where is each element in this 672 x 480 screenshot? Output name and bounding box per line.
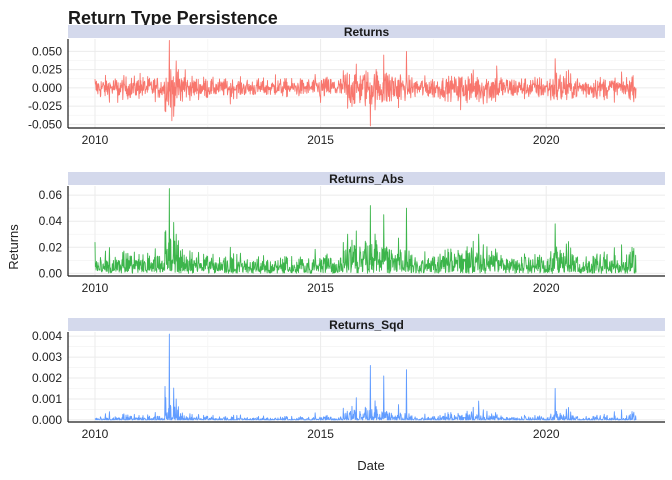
y-tick-label-1-3: 0.00 xyxy=(39,266,63,280)
y-tick-label-0-4: -0.050 xyxy=(28,117,62,131)
x-tick-label-2-0: 2010 xyxy=(82,427,109,441)
strip-label-2: Returns_Sqd xyxy=(329,318,404,332)
chart-title: Return Type Persistence xyxy=(68,8,278,28)
series-line-0 xyxy=(94,40,637,127)
strip-0 xyxy=(68,25,665,38)
y-tick-label-2-2: 0.002 xyxy=(32,371,62,385)
strip-label-1: Returns_Abs xyxy=(329,172,404,186)
x-tick-label-1-0: 2010 xyxy=(82,281,109,295)
y-tick-label-0-2: 0.000 xyxy=(32,81,62,95)
y-tick-label-1-1: 0.04 xyxy=(39,214,63,228)
x-tick-label-0-0: 2010 xyxy=(82,133,109,147)
x-tick-label-2-2: 2020 xyxy=(533,427,560,441)
strip-label-0: Returns xyxy=(344,25,390,39)
x-tick-label-2-1: 2015 xyxy=(307,427,334,441)
x-tick-label-0-2: 2020 xyxy=(533,133,560,147)
y-tick-label-1-0: 0.06 xyxy=(39,188,63,202)
x-axis-label: Date xyxy=(357,458,384,473)
y-tick-label-0-3: -0.025 xyxy=(28,99,62,113)
panels-group: Returns 0.050 0.025 0.000 -0.025 -0.050 2010 20… xyxy=(28,25,665,441)
y-tick-label-2-1: 0.003 xyxy=(32,350,62,364)
y-axis-label: Returns xyxy=(6,224,21,270)
strip-1 xyxy=(68,172,665,185)
x-tick-label-1-2: 2020 xyxy=(533,281,560,295)
y-tick-label-2-4: 0.000 xyxy=(32,413,62,427)
series-line-1 xyxy=(94,188,637,274)
y-tick-label-1-2: 0.02 xyxy=(39,240,63,254)
y-tick-label-0-0: 0.050 xyxy=(32,44,62,58)
series-line-2 xyxy=(94,333,637,421)
y-tick-label-2-0: 0.004 xyxy=(32,329,62,343)
strip-2 xyxy=(68,318,665,331)
x-tick-label-1-1: 2015 xyxy=(307,281,334,295)
y-tick-label-2-3: 0.001 xyxy=(32,392,62,406)
y-tick-label-0-1: 0.025 xyxy=(32,63,62,77)
x-tick-label-0-1: 2015 xyxy=(307,133,334,147)
